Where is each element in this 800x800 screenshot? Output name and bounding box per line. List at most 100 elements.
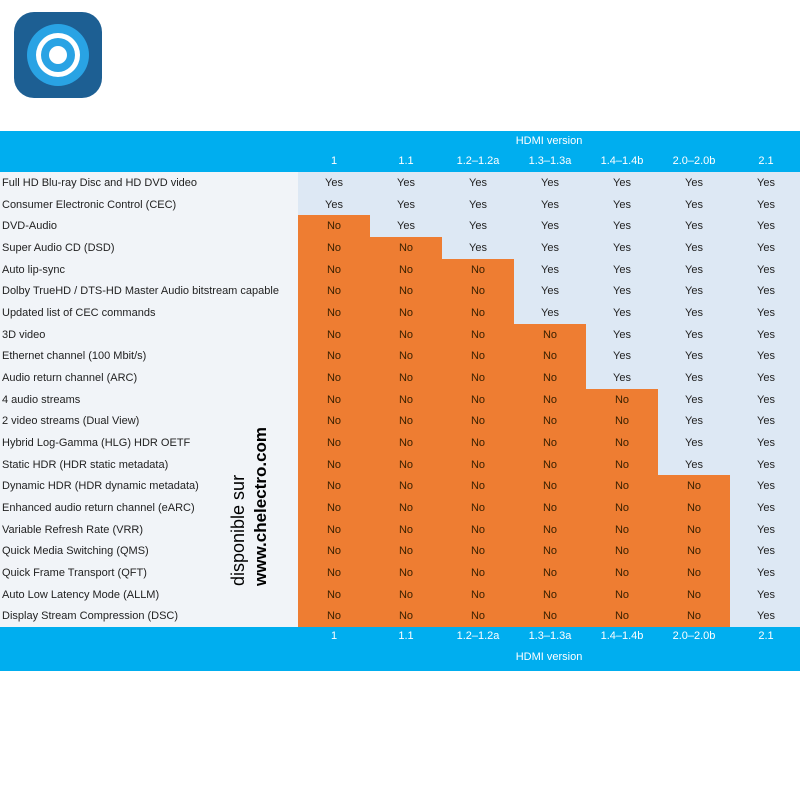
feature-label: Auto lip-sync <box>0 258 298 281</box>
support-cell: No <box>370 302 442 325</box>
table-row: Auto lip-sync No No No Yes Yes Yes Yes <box>0 258 800 281</box>
table-footer: 1 1.1 1.2–1.2a 1.3–1.3a 1.4–1.4b 2.0–2.0b 2.1 … <box>0 627 800 671</box>
support-cell: No <box>442 388 514 411</box>
support-cell: No <box>514 605 586 628</box>
support-cell: Yes <box>658 388 730 411</box>
feature-label: Consumer Electronic Control (CEC) <box>0 193 298 216</box>
logo-ring <box>49 46 67 64</box>
support-cell: No <box>514 518 586 541</box>
support-cell: Yes <box>658 302 730 325</box>
support-cell: Yes <box>730 302 800 325</box>
support-cell: No <box>442 562 514 585</box>
table-row: Quick Frame Transport (QFT) No No No No No No Y… <box>0 562 800 585</box>
support-cell: No <box>442 605 514 628</box>
support-cell: Yes <box>658 323 730 346</box>
feature-label: Auto Low Latency Mode (ALLM) <box>0 583 298 606</box>
support-cell: No <box>442 540 514 563</box>
feature-label: 4 audio streams <box>0 388 298 411</box>
support-cell: Yes <box>658 410 730 433</box>
support-cell: No <box>370 388 442 411</box>
table-body: Full HD Blu-ray Disc and HD DVD video Yes… <box>0 172 800 628</box>
support-cell: No <box>442 410 514 433</box>
support-cell: Yes <box>658 432 730 455</box>
support-cell: No <box>370 280 442 303</box>
support-cell: Yes <box>586 237 658 259</box>
support-cell: No <box>514 410 586 433</box>
support-cell: No <box>586 497 658 520</box>
support-cell: No <box>298 302 370 325</box>
support-cell: No <box>298 583 370 606</box>
support-cell: Yes <box>442 193 514 216</box>
table-row: Dynamic HDR (HDR dynamic metadata) No No No… <box>0 475 800 498</box>
header-title: HDMI version <box>515 135 583 147</box>
support-cell: No <box>298 518 370 541</box>
watermark-text: disponible sur www.chelectro.com <box>228 427 271 586</box>
version-label: 1.3–1.3a <box>528 630 572 642</box>
feature-label: Quick Media Switching (QMS) <box>0 540 298 563</box>
table-row: Full HD Blu-ray Disc and HD DVD video Yes… <box>0 172 800 194</box>
support-cell: No <box>658 497 730 520</box>
version-label: 2.0–2.0b <box>672 630 716 642</box>
support-cell: No <box>370 323 442 346</box>
support-cell: No <box>370 367 442 390</box>
support-cell: Yes <box>586 193 658 216</box>
support-cell: Yes <box>370 215 442 238</box>
support-cell: Yes <box>730 540 800 563</box>
support-cell: Yes <box>370 193 442 216</box>
watermark: disponible sur www.chelectro.com <box>228 386 288 586</box>
support-cell: No <box>298 453 370 476</box>
support-cell: No <box>298 562 370 585</box>
hdmi-comparison-table: HDMI version 1 1.1 1.2–1.2a 1.3–1.3a 1.4–1.4… <box>0 131 800 671</box>
feature-label: DVD-Audio <box>0 215 298 238</box>
support-cell: Yes <box>586 258 658 281</box>
support-cell: No <box>514 432 586 455</box>
table-row: Dolby TrueHD / DTS-HD Master Audio bitst… <box>0 280 800 303</box>
support-cell: Yes <box>730 583 800 606</box>
version-label: 1.1 <box>398 630 414 642</box>
support-cell: Yes <box>730 497 800 520</box>
support-cell: No <box>442 432 514 455</box>
support-cell: Yes <box>514 193 586 216</box>
support-cell: No <box>442 583 514 606</box>
version-label: 1.2–1.2a <box>456 630 500 642</box>
feature-label: Dolby TrueHD / DTS-HD Master Audio bitst… <box>0 280 298 303</box>
support-cell: No <box>298 237 370 259</box>
feature-label: Static HDR (HDR static metadata) <box>0 453 298 476</box>
support-cell: No <box>298 215 370 238</box>
support-cell: No <box>370 258 442 281</box>
support-cell: Yes <box>514 258 586 281</box>
brand-logo-icon <box>14 12 102 98</box>
support-cell: Yes <box>730 367 800 390</box>
feature-label: Super Audio CD (DSD) <box>0 237 298 259</box>
support-cell: Yes <box>730 193 800 216</box>
support-cell: Yes <box>730 388 800 411</box>
version-label: 1.3–1.3a <box>528 155 572 167</box>
support-cell: Yes <box>658 280 730 303</box>
version-label: 2.0–2.0b <box>672 155 716 167</box>
support-cell: No <box>658 540 730 563</box>
support-cell: Yes <box>514 172 586 194</box>
support-cell: No <box>298 345 370 368</box>
support-cell: Yes <box>514 237 586 259</box>
support-cell: No <box>658 518 730 541</box>
support-cell: No <box>370 497 442 520</box>
support-cell: No <box>514 583 586 606</box>
table-header: HDMI version 1 1.1 1.2–1.2a 1.3–1.3a 1.4–1.4… <box>0 131 800 172</box>
table-row: Variable Refresh Rate (VRR) No No No No No No Y… <box>0 518 800 541</box>
feature-label: Hybrid Log-Gamma (HLG) HDR OETF <box>0 432 298 455</box>
table-row: 4 audio streams No No No No No Yes Yes <box>0 388 800 411</box>
table-row: Auto Low Latency Mode (ALLM) No No No No No No… <box>0 583 800 606</box>
support-cell: No <box>514 323 586 346</box>
footer-title: HDMI version <box>515 651 583 663</box>
support-cell: No <box>442 518 514 541</box>
support-cell: Yes <box>730 345 800 368</box>
feature-label: Updated list of CEC commands <box>0 302 298 325</box>
support-cell: Yes <box>514 302 586 325</box>
support-cell: No <box>298 475 370 498</box>
support-cell: No <box>514 562 586 585</box>
support-cell: No <box>442 258 514 281</box>
support-cell: Yes <box>442 237 514 259</box>
header-versions: 1 1.1 1.2–1.2a 1.3–1.3a 1.4–1.4b 2.0–2.0b 2.1 <box>298 155 800 171</box>
support-cell: No <box>370 453 442 476</box>
support-cell: Yes <box>658 345 730 368</box>
